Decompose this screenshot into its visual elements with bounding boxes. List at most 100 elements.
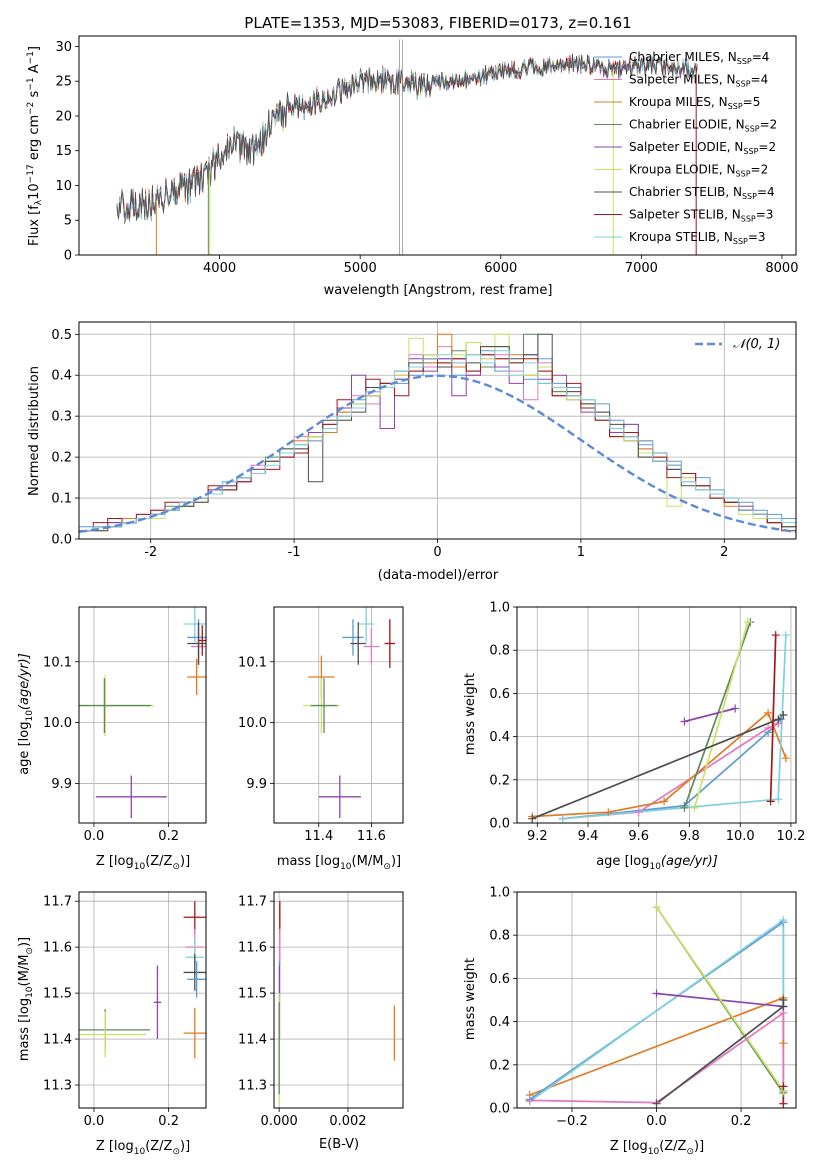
y-tick-label: 0.4 — [489, 1015, 510, 1030]
data-point-marker — [660, 797, 669, 806]
weight-vs-metallicity-ylabel: mass weight — [463, 958, 478, 1040]
y-tick-label: 25 — [55, 75, 72, 90]
weight-vs-metallicity-xlabel: Z [log10(Z/Z⊙)] — [610, 1139, 704, 1157]
x-tick-label: 0.002 — [329, 1114, 366, 1129]
spectrum-plot: 4000 5000 6000 7000 8000 0 5 10 15 20 25 30 Chabrier… — [55, 35, 798, 276]
weight-vs-age-ylabel: mass weight — [463, 673, 478, 755]
data-point-marker — [771, 631, 780, 640]
data-point-marker — [731, 704, 740, 713]
y-tick-label: 0.3 — [51, 410, 72, 425]
x-tick-label: -1 — [288, 545, 301, 560]
data-point-marker — [779, 1099, 788, 1108]
x-tick-label: 0.000 — [261, 1114, 298, 1129]
y-tick-label: 10.1 — [43, 655, 72, 670]
data-point-marker — [779, 996, 788, 1004]
mass-weight-line — [769, 635, 777, 802]
mass-vs-metallicity-ylabel: mass [log10(M/M⊙)] — [17, 937, 35, 1061]
legend-label: Kroupa MILES, NSSP=5 — [629, 95, 760, 111]
mass-weight-line — [529, 1011, 785, 1104]
y-tick-label: 11.7 — [238, 895, 267, 910]
plot-content — [79, 607, 206, 819]
residual-plot: -2 -1 0 1 2 0.0 0.1 0.2 0.3 0.4 0.5 𝒩(0, 1) — [51, 321, 797, 560]
y-tick-label: 0 — [64, 249, 72, 264]
axes-frame — [78, 35, 797, 256]
gaussian-curve — [79, 374, 796, 533]
y-tick-label: 15 — [55, 144, 72, 159]
y-tick-label: 0.4 — [51, 369, 72, 384]
data-point-marker — [781, 754, 790, 763]
data-point-marker — [652, 1099, 661, 1108]
data-point-marker — [743, 618, 752, 627]
spectrum-line — [116, 53, 698, 221]
plot-content — [116, 39, 698, 255]
x-tick-label: 8000 — [765, 261, 798, 276]
axes-frame — [273, 606, 404, 824]
x-tick-label: 4000 — [203, 261, 236, 276]
x-tick-label: 7000 — [625, 261, 658, 276]
age-vs-mass-xlabel: mass [log10(M/M⊙)] — [277, 854, 401, 872]
legend-label: 𝒩(0, 1) — [733, 337, 780, 352]
y-tick-label: 0.8 — [489, 644, 510, 659]
mass-vs-ebv-plot: 0.000 0.002 11.3 11.4 11.5 11.6 11.7 — [238, 891, 404, 1129]
data-point-marker — [764, 723, 773, 732]
mass-weight-line — [562, 718, 782, 820]
y-tick-label: 0.2 — [489, 1058, 510, 1073]
residual-xlabel: (data-model)/error — [378, 568, 499, 583]
mass-weight-line — [655, 1000, 785, 1105]
data-point-marker — [652, 989, 661, 998]
axes-frame — [273, 891, 404, 1109]
data-point-marker — [766, 797, 775, 806]
y-tick-label: 11.6 — [238, 941, 267, 956]
age-vs-mass-panel: 11.4 11.6 9.9 10.0 10.1 mass [log10(M/M⊙)] — [238, 606, 404, 872]
legend-label: Kroupa STELIB, NSSP=3 — [629, 230, 766, 246]
y-tick-label: 11.7 — [43, 895, 72, 910]
x-tick-label: 11.6 — [357, 829, 386, 844]
spectrum-title: PLATE=1353, MJD=53083, FIBERID=0173, z=0… — [244, 14, 631, 32]
data-point-marker — [781, 631, 790, 640]
y-tick-label: 11.6 — [43, 941, 72, 956]
age-vs-metallicity-plot: 0.0 0.2 9.9 10.0 10.1 — [43, 606, 207, 844]
legend-label: Chabrier MILES, NSSP=4 — [629, 50, 769, 66]
data-point-marker — [779, 916, 788, 925]
y-tick-label: 11.4 — [238, 1033, 267, 1048]
age-vs-metallicity-panel: 0.0 0.2 9.9 10.0 10.1 Z [log10(Z/Z⊙)] age [l… — [17, 606, 207, 872]
x-tick-label: 5000 — [344, 261, 377, 276]
y-tick-label: 10.1 — [238, 655, 267, 670]
x-tick-label: 9.8 — [679, 829, 700, 844]
y-tick-label: 0.5 — [51, 328, 72, 343]
legend-label: Salpeter STELIB, NSSP=3 — [629, 208, 773, 224]
x-tick-label: 9.4 — [578, 829, 599, 844]
mass-vs-ebv-panel: 0.000 0.002 11.3 11.4 11.5 11.6 11.7 E(B-V) — [238, 891, 404, 1152]
histogram-step — [79, 333, 796, 532]
spectrum-legend: Chabrier MILES, NSSP=4 Salpeter MILES, NS… — [594, 50, 777, 246]
data-point-marker — [779, 1039, 788, 1048]
x-tick-label: 0.0 — [84, 1114, 105, 1129]
weight-vs-age-xlabel: age [log10(age/yr)] — [596, 854, 718, 872]
mass-weight-line — [684, 707, 736, 723]
mass-weight-line — [655, 906, 784, 1092]
x-tick-label: 11.4 — [304, 829, 333, 844]
y-tick-label: 11.3 — [43, 1079, 72, 1094]
y-tick-label: 0.2 — [489, 773, 510, 788]
y-tick-label: 10 — [55, 179, 72, 194]
plot-content — [79, 333, 796, 533]
y-tick-label: 0.0 — [51, 533, 72, 548]
weight-vs-age-plot: 9.2 9.4 9.6 9.8 10.0 10.2 0.0 0.2 0.4 0.6 0.8 1.0 — [489, 601, 805, 845]
weight-vs-metallicity-plot: −0.2 0.0 0.2 0.0 0.2 0.4 0.6 0.8 1.0 — [489, 886, 797, 1129]
data-point-marker — [764, 708, 773, 717]
data-point-marker — [528, 814, 537, 823]
x-tick-label: 0.2 — [158, 1114, 179, 1129]
y-tick-label: 0.0 — [489, 1102, 510, 1117]
x-tick-label: 9.6 — [628, 829, 649, 844]
mass-vs-metallicity-panel: 0.0 0.2 11.3 11.4 11.5 11.6 11.7 Z [log10(Z/Z⊙… — [17, 891, 207, 1157]
y-tick-label: 0.8 — [489, 929, 510, 944]
mass-weight-line — [693, 621, 749, 809]
data-point-marker — [525, 1096, 534, 1105]
y-tick-label: 0.0 — [489, 817, 510, 832]
plot-content — [302, 607, 396, 819]
plot-content — [278, 901, 396, 1104]
y-tick-label: 11.5 — [238, 987, 267, 1002]
mass-weight-line — [562, 722, 779, 820]
y-tick-label: 5 — [64, 214, 72, 229]
